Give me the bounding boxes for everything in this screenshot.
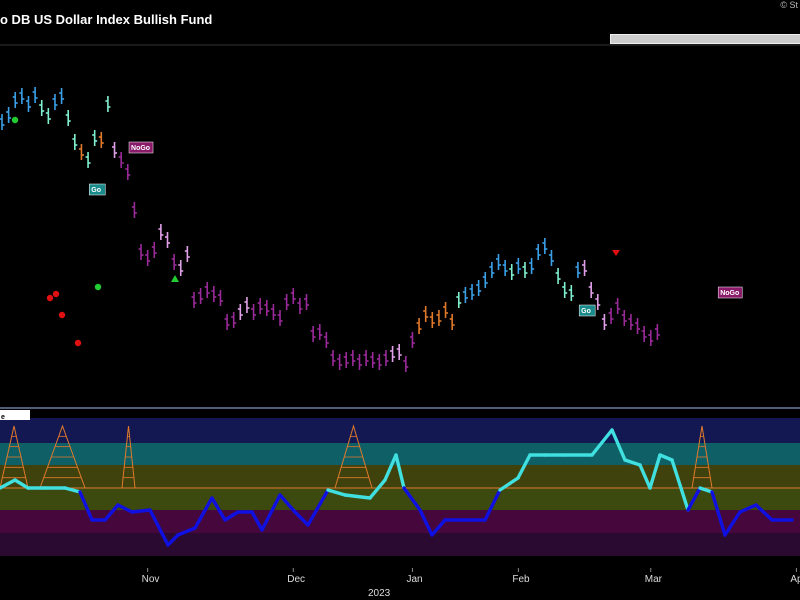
oscillator-band (0, 443, 800, 465)
oscillator-segment (590, 428, 614, 457)
oscillator-line (0, 424, 794, 547)
signal-dot (58, 311, 66, 319)
oscillator-segment (223, 510, 240, 522)
oscillator-histogram-peak (121, 425, 136, 489)
oscillator-segment (658, 453, 674, 462)
nogo-tag-label: NoGo (131, 145, 150, 152)
oscillator-bands (0, 418, 800, 556)
oscillator-segment (148, 508, 170, 547)
x-tick-label: Mar (645, 574, 663, 585)
nogo-tag-box (717, 286, 743, 299)
x-axis-year-label: 2023 (368, 588, 391, 599)
oscillator-segment (63, 486, 82, 494)
oscillator-segment (754, 503, 774, 522)
oscillator-segment (210, 496, 227, 522)
oscillator-badge (0, 410, 30, 420)
oscillator-segment (610, 428, 627, 462)
oscillator-segment (418, 508, 434, 537)
go-tag-box (89, 183, 106, 196)
oscillator-band (0, 418, 800, 443)
oscillator-segment (710, 490, 727, 537)
oscillator-segment (343, 493, 372, 500)
oscillator-segment (326, 488, 347, 497)
oscillator-segment (166, 533, 180, 547)
signal-dot (46, 294, 54, 302)
oscillator-histogram-peak (0, 425, 29, 489)
x-tick-label: Jan (406, 574, 422, 585)
horizontal-scrollbar[interactable] (610, 34, 800, 44)
oscillator-segment (293, 510, 310, 527)
go-tag-label: Go (581, 308, 591, 315)
oscillator-band (0, 533, 800, 556)
oscillator-segment (0, 478, 17, 490)
x-tick-label: Nov (142, 574, 160, 585)
oscillator-segment (686, 486, 702, 512)
oscillator-segment (623, 458, 642, 467)
oscillator-band (0, 488, 800, 510)
oscillator-histogram-peak (334, 424, 373, 489)
oscillator-segment (698, 486, 714, 494)
signal-dot (74, 339, 82, 347)
oscillator-segment (250, 510, 264, 532)
oscillator-segment (260, 493, 282, 532)
oscillator-segment (670, 458, 690, 512)
oscillator-segment (193, 496, 214, 530)
oscillator-segment (13, 478, 30, 490)
x-tick-label: Apr (790, 574, 800, 585)
oscillator-segment (130, 508, 152, 514)
oscillator-segment (368, 478, 387, 500)
down-arrow-signal (612, 250, 620, 256)
oscillator-segment (638, 463, 652, 490)
oscillator-segment (516, 453, 532, 480)
chart-title: o DB US Dollar Index Bullish Fund (0, 12, 213, 27)
ohlc-bars (0, 87, 660, 372)
oscillator-histogram-peak (691, 425, 713, 489)
signal-dot (11, 116, 19, 124)
signal-dot (52, 290, 60, 298)
signal-dot (94, 283, 102, 291)
up-arrow-signal (171, 275, 179, 282)
oscillator-segment (116, 503, 134, 514)
oscillator-segment (402, 486, 422, 512)
oscillator-segment (176, 526, 197, 537)
oscillator-segment (394, 453, 406, 490)
oscillator-segment (103, 503, 120, 522)
go-nogo-tags: Go NoGo Go NoGo (89, 141, 743, 317)
oscillator-segment (723, 510, 742, 537)
oscillator-badge-label: e (1, 414, 5, 421)
oscillator-segment (430, 518, 447, 537)
oscillator-segment (648, 453, 662, 490)
signal-markers (11, 116, 620, 347)
oscillator-segment (278, 493, 297, 514)
oscillator-segment (483, 488, 502, 522)
x-tick-label: Dec (287, 574, 305, 585)
oscillator-segment (383, 453, 398, 482)
oscillator-segment (78, 490, 94, 522)
go-tag-box (578, 304, 596, 317)
oscillator-segment (306, 488, 330, 527)
copyright-text: © St (780, 0, 798, 10)
nogo-tag-label: NoGo (720, 290, 739, 297)
oscillator-band (0, 510, 800, 533)
oscillator-segment (738, 503, 758, 514)
x-tick-label: Feb (512, 574, 530, 585)
x-axis: Nov Dec Jan Feb Mar Apr 2023 (142, 568, 800, 599)
oscillator-histogram-peak (39, 424, 86, 489)
nogo-tag-box (128, 141, 154, 154)
go-tag-label: Go (91, 187, 101, 194)
oscillator-segment (498, 476, 520, 492)
